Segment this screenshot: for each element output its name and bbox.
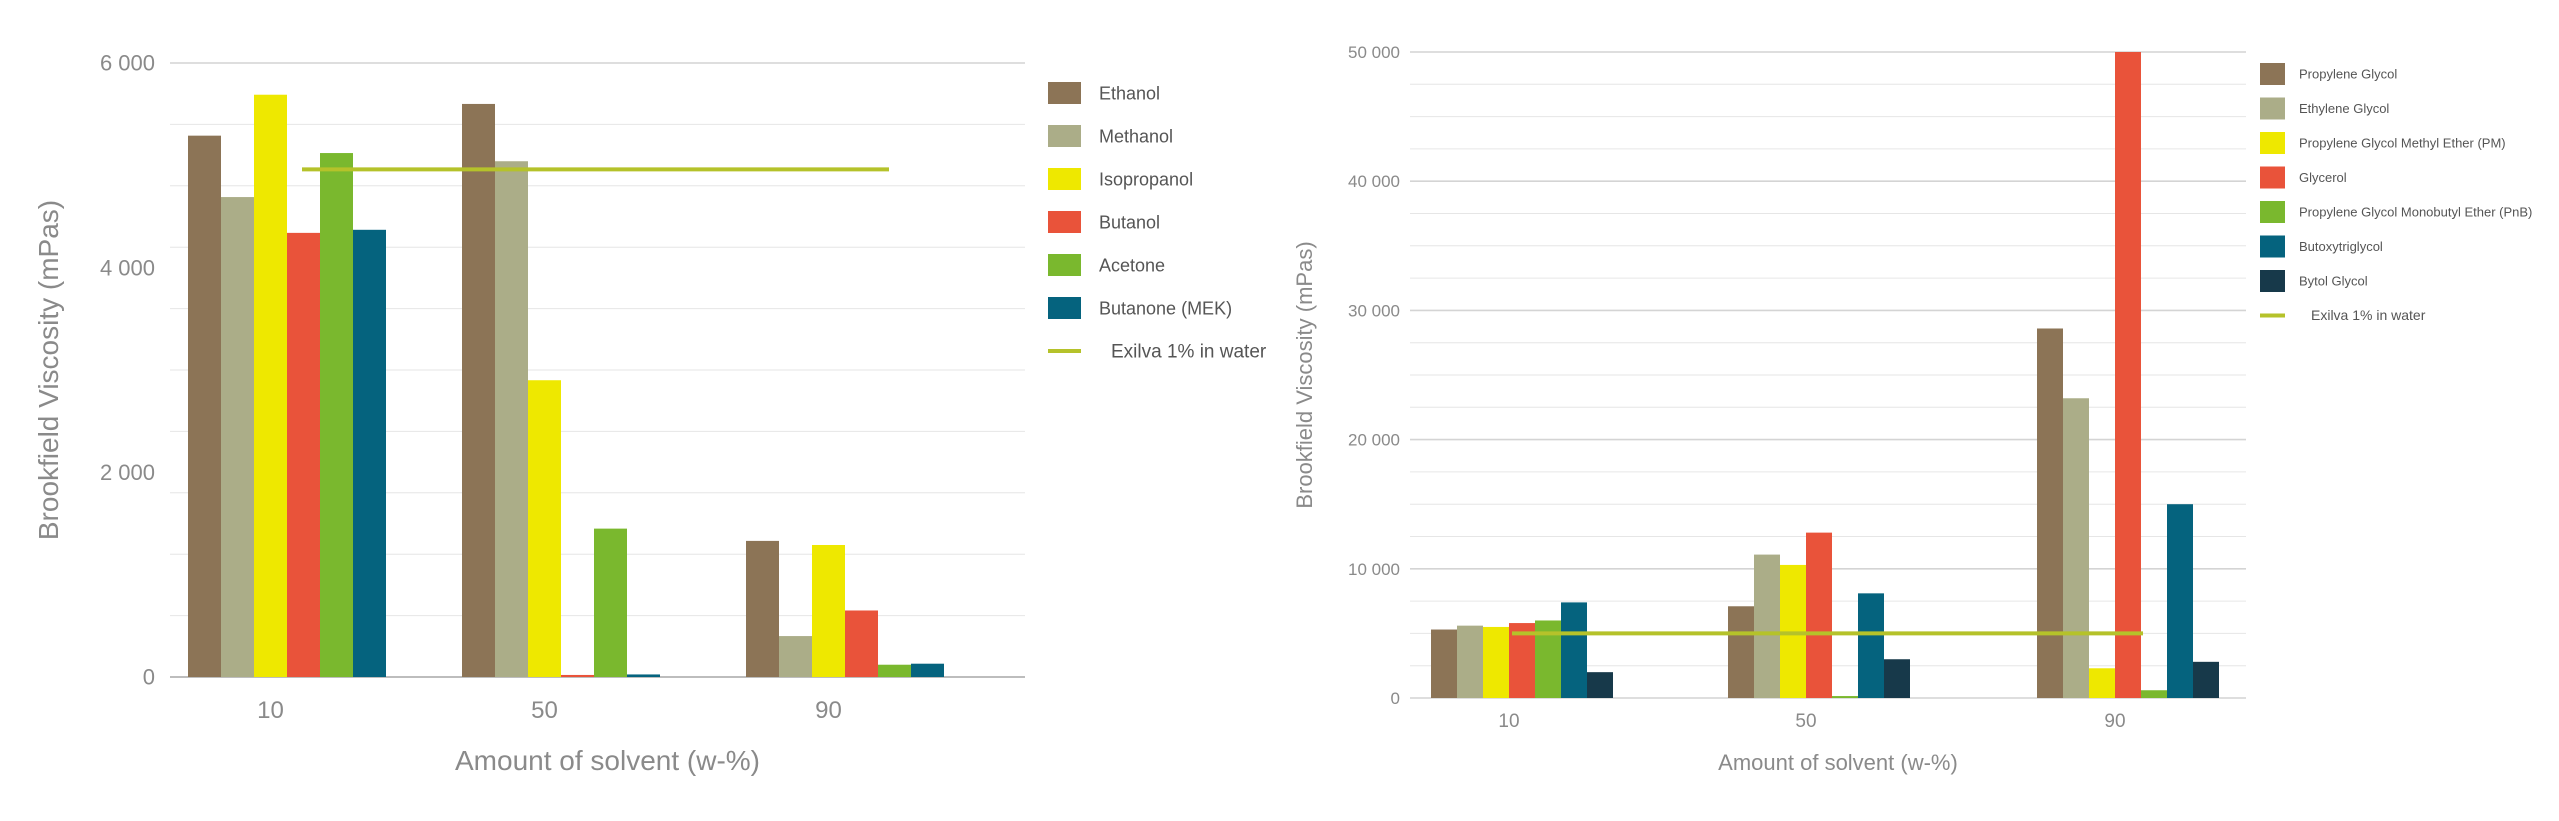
y-tick-label: 6 000 xyxy=(100,51,155,76)
bar-acetone-50 xyxy=(594,528,627,677)
y-tick-label: 20 000 xyxy=(1348,431,1400,450)
y-tick-label: 30 000 xyxy=(1348,301,1400,320)
y-tick-labels: 0 10 000 20 000 30 000 40 000 50 000 xyxy=(1348,43,1400,708)
bar-glycerol-90 xyxy=(2115,52,2141,698)
bar-butanone-mek--10 xyxy=(353,229,386,677)
legend-swatch xyxy=(1048,297,1081,319)
chart-2: 0 10 000 20 000 30 000 40 000 50 000 10 50 90 Amo… xyxy=(1292,43,2532,775)
y-tick-label: 0 xyxy=(1391,689,1400,708)
legend-label: Propylene Glycol Monobutyl Ether (PnB) xyxy=(2299,205,2532,220)
bar-butanol-50 xyxy=(561,674,594,677)
bar-ethylene-glycol-50 xyxy=(1754,554,1780,698)
bar-isopropanol-10 xyxy=(254,94,287,678)
bar-butanone-mek--50 xyxy=(627,674,660,677)
legend-label: Propylene Glycol xyxy=(2299,67,2397,82)
legend: Propylene Glycol Ethylene Glycol Propylene… xyxy=(2260,63,2532,323)
legend-label: Isopropanol xyxy=(1099,169,1193,189)
legend-label: Butanol xyxy=(1099,212,1160,232)
legend-label: Exilva 1% in water xyxy=(2311,307,2426,323)
legend-swatch xyxy=(1048,168,1081,190)
legend-swatch xyxy=(2260,97,2285,120)
x-tick-label: 50 xyxy=(1795,711,1816,732)
y-axis-label: Brookfield Viscosity (mPas) xyxy=(33,200,64,540)
y-tick-labels: 0 2 000 4 000 6 000 xyxy=(100,51,155,690)
bar-propylene-glycol-methyl-ether-pm--90 xyxy=(2089,668,2115,698)
bar-methanol-90 xyxy=(779,636,812,677)
bar-butoxytriglycol-50 xyxy=(1858,593,1884,698)
bar-glycerol-10 xyxy=(1509,623,1535,698)
bar-acetone-10 xyxy=(320,153,353,677)
legend-label: Exilva 1% in water xyxy=(1111,341,1267,362)
legend-swatch xyxy=(1048,211,1081,233)
bar-glycerol-50 xyxy=(1806,532,1832,698)
y-axis-label: Brookfield Viscosity (mPas) xyxy=(1292,241,1317,508)
bar-methanol-10 xyxy=(221,197,254,677)
bar-ethanol-10 xyxy=(188,135,221,677)
legend-swatch xyxy=(2260,201,2285,223)
legend: Ethanol Methanol Isopropanol Butanol Acetone… xyxy=(1048,82,1267,362)
x-tick-label: 90 xyxy=(815,697,842,724)
legend-label: Bytol Glycol xyxy=(2299,274,2368,289)
legend-swatch xyxy=(1048,125,1081,147)
bar-bytol-glycol-10 xyxy=(1587,672,1613,698)
legend-label: Propylene Glycol Methyl Ether (PM) xyxy=(2299,136,2506,151)
x-axis-label: Amount of solvent (w-%) xyxy=(455,745,760,776)
bar-propylene-glycol-50 xyxy=(1728,606,1754,698)
bar-propylene-glycol-10 xyxy=(1431,629,1457,698)
y-tick-label: 50 000 xyxy=(1348,43,1400,62)
x-tick-label: 10 xyxy=(257,697,284,724)
bar-bytol-glycol-50 xyxy=(1884,659,1910,698)
legend-swatch xyxy=(1048,254,1081,276)
bar-butanone-mek--90 xyxy=(911,663,944,677)
legend-label: Ethanol xyxy=(1099,83,1160,103)
legend-label: Methanol xyxy=(1099,126,1173,146)
y-tick-label: 2 000 xyxy=(100,460,155,485)
legend-swatch xyxy=(2260,270,2285,292)
bars xyxy=(188,94,944,678)
bar-ethanol-50 xyxy=(462,103,495,677)
y-tick-label: 0 xyxy=(143,665,155,690)
legend-label: Acetone xyxy=(1099,255,1165,275)
legend-label: Butanone (MEK) xyxy=(1099,298,1232,318)
bar-propylene-glycol-methyl-ether-pm--10 xyxy=(1483,626,1509,698)
bar-propylene-glycol-monobutyl-ether-pnb--50 xyxy=(1832,696,1858,698)
x-tick-label: 90 xyxy=(2104,711,2125,732)
y-tick-label: 4 000 xyxy=(100,255,155,280)
legend-swatch xyxy=(2260,166,2285,189)
bar-ethylene-glycol-10 xyxy=(1457,625,1483,698)
legend-swatch xyxy=(1048,82,1081,104)
bar-methanol-50 xyxy=(495,161,528,678)
legend-label: Butoxytriglycol xyxy=(2299,239,2383,254)
y-tick-label: 10 000 xyxy=(1348,560,1400,579)
bar-propylene-glycol-90 xyxy=(2037,328,2063,698)
bar-butoxytriglycol-90 xyxy=(2167,504,2193,698)
legend-label: Glycerol xyxy=(2299,170,2347,185)
y-tick-label: 40 000 xyxy=(1348,172,1400,191)
legend-label: Ethylene Glycol xyxy=(2299,101,2389,116)
bar-isopropanol-50 xyxy=(528,380,561,677)
legend-swatch xyxy=(2260,132,2285,154)
x-tick-label: 10 xyxy=(1498,711,1519,732)
bar-ethanol-90 xyxy=(746,540,779,677)
bar-propylene-glycol-monobutyl-ether-pnb--90 xyxy=(2141,690,2167,698)
chart-1: 0 2 000 4 000 6 000 10 50 90 Amount of solvent … xyxy=(33,51,1267,776)
bar-ethylene-glycol-90 xyxy=(2063,398,2089,698)
bar-butoxytriglycol-10 xyxy=(1561,602,1587,698)
bar-butanol-10 xyxy=(287,232,320,677)
bars xyxy=(1431,52,2219,698)
legend-swatch xyxy=(2260,235,2285,258)
bar-acetone-90 xyxy=(878,664,911,677)
bar-bytol-glycol-90 xyxy=(2193,661,2219,698)
legend-swatch xyxy=(2260,63,2285,85)
bar-isopropanol-90 xyxy=(812,544,845,677)
x-axis-label: Amount of solvent (w-%) xyxy=(1718,750,1958,775)
bar-butanol-90 xyxy=(845,610,878,677)
x-tick-label: 50 xyxy=(531,697,558,724)
